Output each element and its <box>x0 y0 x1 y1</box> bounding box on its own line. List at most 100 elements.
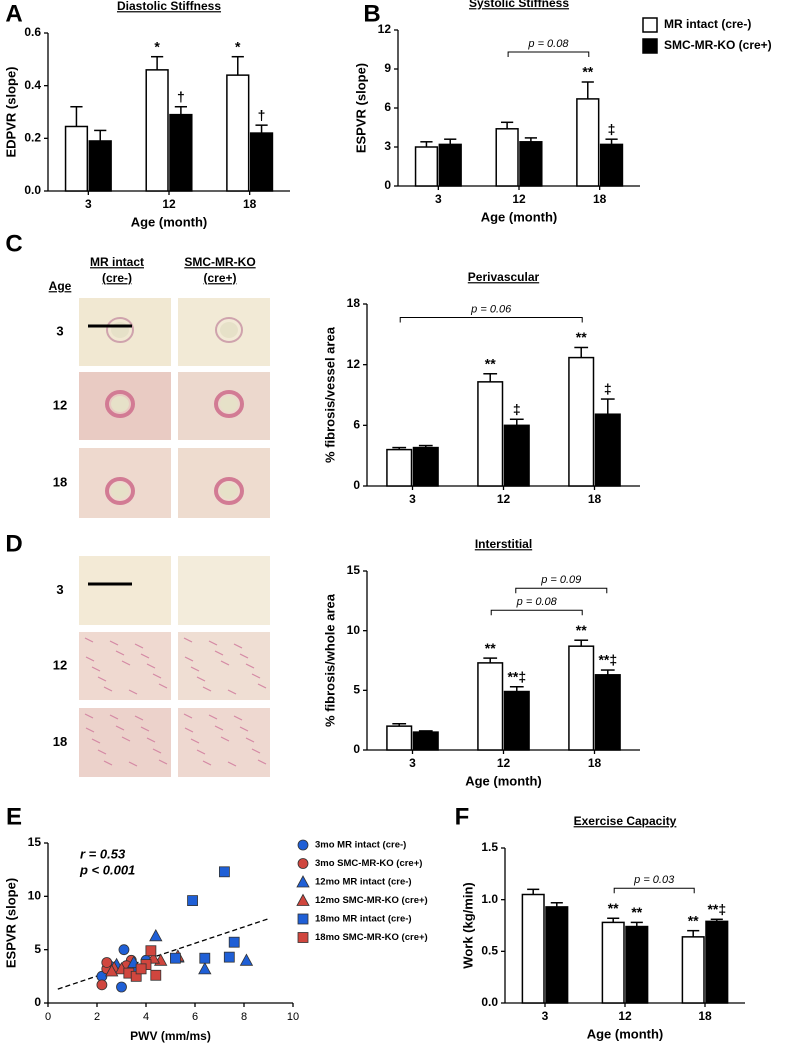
y-tick-label: 10 <box>28 889 42 903</box>
y-tick-label: 12 <box>378 22 392 36</box>
scatter-point <box>223 951 235 963</box>
y-axis-label: % fibrosis/vessel area <box>322 326 337 463</box>
fibrosis-streak <box>85 656 95 662</box>
x-tick-label: 12 <box>497 756 511 770</box>
bracket <box>613 887 695 894</box>
x-axis-label: PWV (mm/ms) <box>130 1029 211 1043</box>
legend-swatch <box>642 17 658 33</box>
scatter-point <box>150 969 162 981</box>
scatter-point <box>101 957 113 968</box>
x-tick-label: 18 <box>593 192 607 206</box>
vessel-lumen <box>220 483 238 499</box>
bar <box>594 413 621 487</box>
fibrosis-streak <box>202 686 212 692</box>
bar <box>145 69 169 192</box>
fibrosis-streak <box>109 640 119 646</box>
bar <box>438 143 462 187</box>
significance-mark: ** <box>631 904 642 920</box>
row-label: 12 <box>53 657 67 672</box>
significance-mark: ‡ <box>513 401 521 417</box>
fibrosis-streak <box>97 676 107 682</box>
y-axis-label: ESPVR (slope) <box>3 878 18 968</box>
chart-title: Diastolic Stiffness <box>117 0 221 13</box>
bar <box>226 74 250 192</box>
x-tick-label: 18 <box>588 756 602 770</box>
stat-label: r = 0.53 <box>80 846 126 861</box>
fibrosis-streak <box>227 761 237 767</box>
bar <box>249 132 274 192</box>
row-label: 18 <box>53 474 67 489</box>
scatter-point <box>296 875 310 888</box>
histology-image <box>178 556 270 625</box>
fibrosis-streak <box>128 689 138 695</box>
fibrosis-streak <box>140 653 150 659</box>
significance-mark: ** <box>576 329 587 345</box>
bar <box>495 128 519 187</box>
legend-swatch <box>642 38 658 54</box>
stat-label: p < 0.001 <box>79 862 135 877</box>
y-tick-label: 0.2 <box>24 131 41 145</box>
vessel-lumen <box>111 396 129 412</box>
y-tick-label: 0.5 <box>481 944 498 958</box>
bar <box>519 141 543 187</box>
panel-letter: F <box>455 803 470 830</box>
x-tick-label: 3 <box>542 1009 549 1023</box>
scatter-point <box>96 979 108 991</box>
fibrosis-streak <box>184 656 194 662</box>
x-tick-label: 8 <box>241 1011 247 1023</box>
fibrosis-streak <box>245 663 255 669</box>
bar <box>545 906 569 1004</box>
scatter-point <box>145 945 157 957</box>
x-tick-label: 3 <box>409 756 416 770</box>
legend-label: 12mo MR intact (cre-) <box>315 877 412 888</box>
bracket <box>515 587 608 594</box>
bracket-label: p = 0.08 <box>527 38 569 50</box>
significance-mark: ** <box>582 64 593 80</box>
y-tick-label: 0.0 <box>481 995 498 1009</box>
scatter-point <box>297 839 309 851</box>
column-header: (cre+) <box>203 271 236 285</box>
fibrosis-streak <box>97 749 107 755</box>
fibrosis-streak <box>158 759 168 765</box>
panel-letter: C <box>5 230 22 257</box>
scatter-point <box>297 913 309 925</box>
scatter-point <box>116 981 127 993</box>
fibrosis-streak <box>251 748 261 754</box>
histology-image <box>178 708 270 777</box>
x-tick-label: 0 <box>45 1011 51 1023</box>
y-axis-label: EDPVR (slope) <box>3 66 18 157</box>
histology-image <box>79 556 171 625</box>
fibrosis-streak <box>158 683 168 689</box>
scatter-point <box>228 936 240 948</box>
fibrosis-streak <box>233 715 243 721</box>
y-tick-label: 0 <box>353 742 360 756</box>
fibrosis-streak <box>115 725 125 731</box>
fibrosis-streak <box>214 725 224 731</box>
scatter-point <box>218 866 230 878</box>
y-tick-label: 6 <box>353 418 360 432</box>
x-tick-label: 10 <box>287 1011 299 1023</box>
fibrosis-streak <box>85 727 95 733</box>
significance-mark: **‡ <box>707 901 726 917</box>
scatter-point <box>296 893 310 906</box>
bar <box>503 690 530 751</box>
legend-label: SMC-MR-KO (cre+) <box>664 38 772 52</box>
y-tick-label: 18 <box>347 296 361 310</box>
x-axis-label: Age (month) <box>465 773 542 788</box>
bar <box>64 125 89 192</box>
y-tick-label: 12 <box>347 357 361 371</box>
x-axis-label: Age (month) <box>131 214 208 229</box>
bar <box>386 448 413 487</box>
y-tick-label: 5 <box>34 942 41 956</box>
bar <box>601 921 625 1004</box>
x-tick-label: 18 <box>698 1009 712 1023</box>
y-axis-label: % fibrosis/whole area <box>322 593 337 727</box>
bracket-label: p = 0.03 <box>633 874 675 886</box>
x-tick-label: 3 <box>435 192 442 206</box>
bar <box>576 98 600 187</box>
y-tick-label: 0 <box>384 178 391 192</box>
fibrosis-streak <box>121 660 131 666</box>
fibrosis-streak <box>152 748 162 754</box>
fibrosis-streak <box>257 683 267 689</box>
